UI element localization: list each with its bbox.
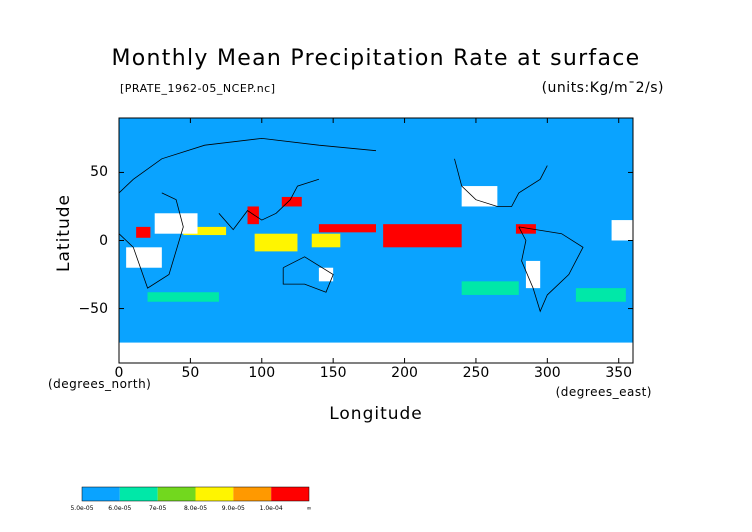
y-tick-label: 0 bbox=[99, 232, 108, 249]
x-tick-label: 300 bbox=[533, 365, 561, 381]
precip-region-max bbox=[136, 226, 151, 238]
no-data-region bbox=[119, 342, 633, 363]
no-data-region bbox=[126, 247, 162, 268]
y-tick-label: −50 bbox=[78, 300, 108, 317]
colorbar-swatch bbox=[82, 487, 120, 501]
coastline-layer bbox=[118, 137, 584, 313]
colorbar-swatch bbox=[119, 487, 158, 501]
colorbar-label: 9.0e-05 bbox=[221, 505, 245, 512]
precip-region-max bbox=[281, 196, 302, 207]
coastline bbox=[518, 226, 584, 313]
precip-region-mid bbox=[461, 281, 519, 295]
x-tick-label: 50 bbox=[181, 365, 200, 381]
no-data-region bbox=[318, 267, 334, 282]
precip-region-high bbox=[254, 233, 298, 252]
coastline bbox=[282, 256, 334, 293]
colorbar-label: 6.0e-05 bbox=[108, 505, 132, 512]
y-tick-label: 50 bbox=[90, 164, 108, 181]
y-unit-label: (degrees_north) bbox=[48, 377, 152, 391]
chart-title: Monthly Mean Precipitation Rate at surfa… bbox=[111, 46, 641, 71]
y-axis-label: Latitude bbox=[54, 194, 74, 272]
plot-area bbox=[119, 118, 633, 363]
colorbar-frame bbox=[81, 486, 310, 502]
file-label: [PRATE_1962-05_NCEP.nc] bbox=[120, 82, 276, 95]
colorbar-swatch bbox=[271, 487, 309, 501]
precip-region-high bbox=[311, 233, 341, 248]
colorbar-label: 7e-05 bbox=[149, 505, 167, 512]
colorbar-label: 8.0e-05 bbox=[183, 505, 208, 512]
no-data-region bbox=[461, 186, 498, 207]
x-axis-label: Longitude bbox=[329, 404, 423, 424]
precip-region-mid bbox=[575, 288, 626, 302]
coastline bbox=[118, 192, 184, 289]
colorbar-swatch bbox=[157, 487, 196, 501]
coastline bbox=[118, 137, 377, 194]
precip-region-max bbox=[383, 224, 462, 248]
colorbar-label: ∞ bbox=[306, 505, 312, 512]
colorbar bbox=[81, 486, 310, 502]
coastline bbox=[454, 158, 548, 207]
units-label: (units:Kg/m¯2/s) bbox=[541, 80, 664, 96]
colorbar-swatch bbox=[195, 487, 234, 501]
precip-region-mid bbox=[147, 292, 219, 302]
no-data-region bbox=[154, 213, 198, 234]
precip-region-low bbox=[119, 118, 633, 363]
x-tick-label: 0 bbox=[114, 365, 124, 381]
colorbar-swatch bbox=[233, 487, 272, 501]
precip-region-max bbox=[515, 224, 536, 234]
x-tick-label: 350 bbox=[605, 365, 633, 381]
no-data-region bbox=[525, 260, 541, 289]
precip-region-max bbox=[318, 224, 376, 233]
x-unit-label: (degrees_east) bbox=[555, 385, 652, 399]
precip-region-max bbox=[247, 206, 259, 225]
coastline bbox=[218, 178, 320, 231]
colorbar-label: 1.0e-04 bbox=[259, 505, 283, 512]
x-tick-label: 200 bbox=[391, 365, 418, 381]
precip-region-high bbox=[183, 226, 227, 236]
axis-ticks bbox=[118, 118, 633, 363]
no-data-region bbox=[611, 220, 633, 241]
x-tick-label: 100 bbox=[248, 365, 276, 381]
colorbar-label: 5.0e-05 bbox=[70, 505, 94, 512]
x-tick-label: 150 bbox=[319, 365, 347, 381]
x-tick-label: 250 bbox=[462, 365, 490, 381]
